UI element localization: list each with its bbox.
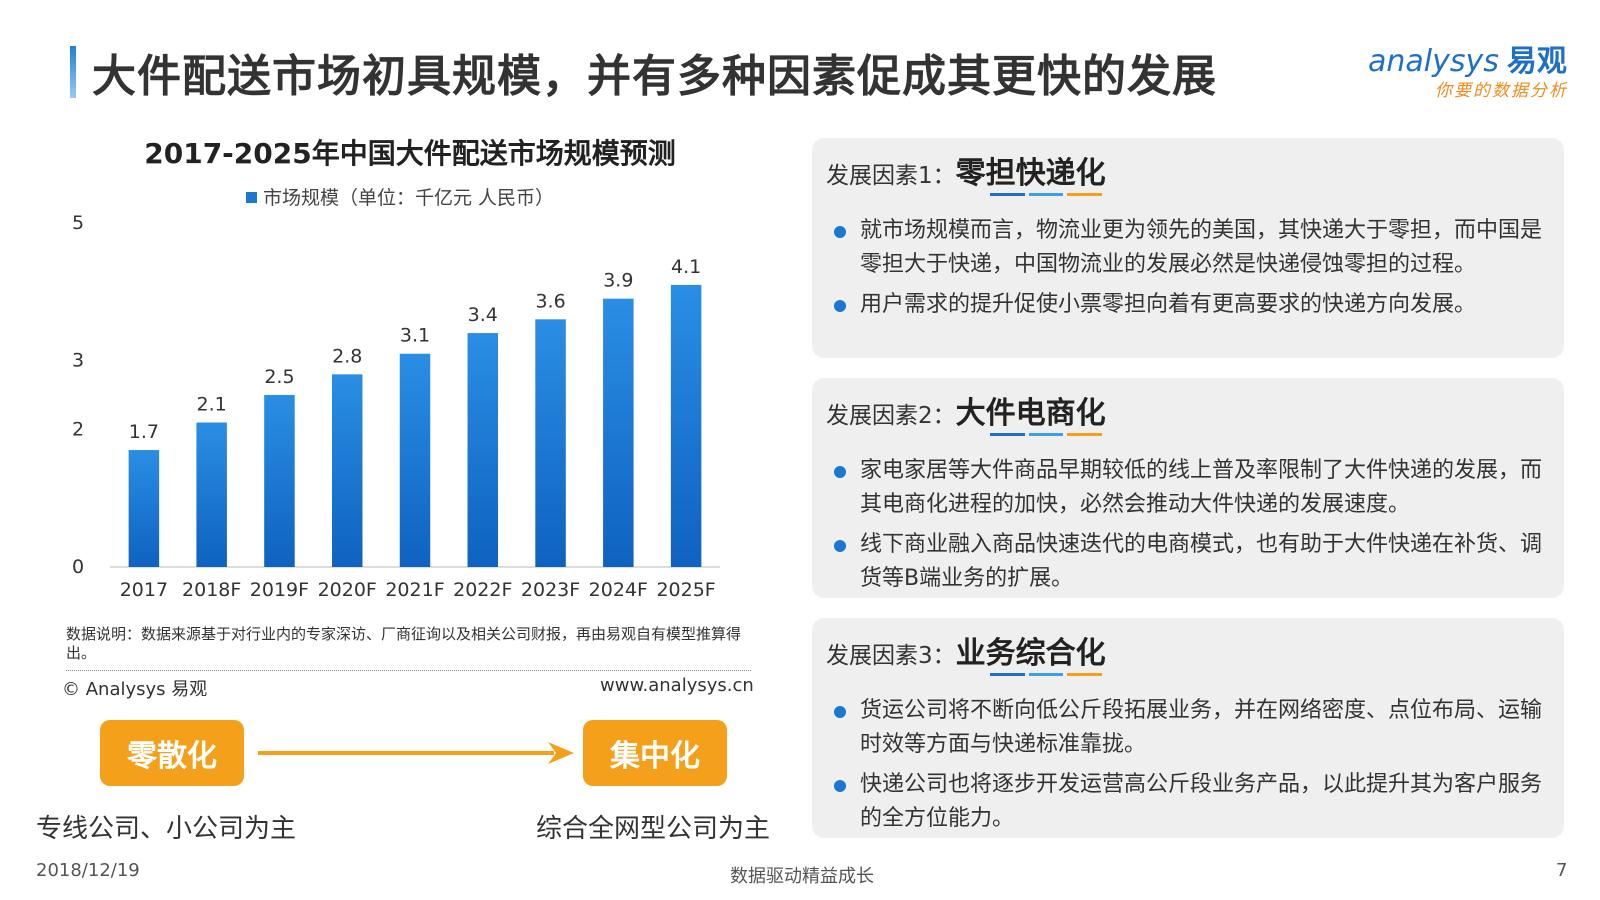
x-tick-label: 2021F <box>385 579 444 601</box>
underline-segment-lightblue <box>1028 193 1064 196</box>
bullet-list: 家电家居等大件商品早期较低的线上普及率限制了大件快递的发展，而其电商化进程的加快… <box>830 454 1550 602</box>
panel-title: 零担快递化 <box>955 156 1106 191</box>
legend-label: 市场规模（单位：千亿元 人民币） <box>263 187 555 209</box>
concentrated-caption: 综合全网型公司为主 <box>536 814 771 844</box>
underline-segment-orange <box>1067 673 1103 676</box>
note-divider <box>66 670 751 671</box>
website-text: www.analysys.cn <box>600 675 754 696</box>
data-label: 2.8 <box>332 345 362 367</box>
logo-tagline: 你要的数据分析 <box>1435 81 1568 101</box>
underline-segment-blue <box>990 433 1025 436</box>
x-tick-label: 2018F <box>182 579 241 601</box>
underline-segment-lightblue <box>1028 673 1064 676</box>
y-tick-label: 5 <box>72 212 84 234</box>
x-tick-label: 2019F <box>250 579 309 601</box>
factor-panel-3: 发展因素3：业务综合化 货运公司将不断向低公斤段拓展业务，并在网络密度、点位布局… <box>812 618 1564 838</box>
bar <box>603 298 634 567</box>
bullet-dot-icon <box>834 540 846 552</box>
bullet-dot-icon <box>834 300 846 312</box>
factor-panel-1: 发展因素1：零担快递化 就市场规模而言，物流业更为领先的美国，其快递大于零担，而… <box>812 138 1564 358</box>
data-label: 3.4 <box>468 304 498 326</box>
bar <box>331 374 363 567</box>
data-label: 4.1 <box>671 256 701 278</box>
data-note: 数据说明：数据来源基于对行业内的专家深访、厂商征询以及相关公司财报，再由易观自有… <box>66 625 742 662</box>
x-tick-label: 2017 <box>120 579 168 601</box>
bullet-list: 就市场规模而言，物流业更为领先的美国，其快递大于零担，而中国是零担大于快递，中国… <box>830 214 1550 328</box>
panel-title: 业务综合化 <box>955 636 1106 671</box>
chart-title: 2017-2025年中国大件配送市场规模预测 <box>144 137 676 170</box>
footer-date: 2018/12/19 <box>36 860 140 881</box>
bar <box>128 450 160 567</box>
x-tick-label: 2025F <box>656 579 715 601</box>
underline-segment-blue <box>990 673 1025 676</box>
heading-underline <box>990 673 1103 676</box>
data-label: 3.9 <box>603 270 633 292</box>
bar <box>467 333 499 567</box>
heading-underline <box>990 193 1103 196</box>
logo-wordmark: analysys 易观 <box>1368 44 1567 79</box>
x-tick-label: 2024F <box>589 579 648 601</box>
bar <box>670 284 702 567</box>
bullet-dot-icon <box>834 466 846 478</box>
panel-heading: 发展因素1：零担快递化 <box>826 156 1106 191</box>
underline-segment-orange <box>1067 433 1103 436</box>
right-arrow-icon <box>258 742 574 764</box>
list-item: 货运公司将不断向低公斤段拓展业务，并在网络密度、点位布局、运输时效等方面与快递标… <box>830 694 1550 762</box>
bullet-dot-icon <box>834 226 846 238</box>
bullet-dot-icon <box>834 706 846 718</box>
list-item: 就市场规模而言，物流业更为领先的美国，其快递大于零担，而中国是零担大于快递，中国… <box>830 214 1550 282</box>
panel-heading: 发展因素3：业务综合化 <box>826 636 1106 671</box>
list-item: 用户需求的提升促使小票零担向着有更高要求的快递方向发展。 <box>830 288 1550 322</box>
data-label: 2.1 <box>197 394 227 416</box>
title-accent-bar <box>70 46 76 98</box>
heading-underline <box>990 433 1103 436</box>
bar <box>535 319 566 567</box>
data-label: 1.7 <box>129 421 159 443</box>
list-item: 线下商业融入商品快速迭代的电商模式，也有助于大件快递在补货、调货等B端业务的扩展… <box>830 528 1550 596</box>
list-item: 快递公司也将逐步开发运营高公斤段业务产品，以此提升其为客户服务的全方位能力。 <box>830 768 1550 836</box>
underline-segment-lightblue <box>1028 433 1064 436</box>
bar-chart: 0 2 3 5 1.7 2017 2.1 2018F 2.5 2019F 2.8 2020F 3.1 20… <box>72 212 720 601</box>
factor-panel-2: 发展因素2：大件电商化 家电家居等大件商品早期较低的线上普及率限制了大件快递的发… <box>812 378 1564 598</box>
bar <box>264 395 295 567</box>
legend-swatch <box>246 192 257 203</box>
x-tick-label: 2023F <box>521 579 580 601</box>
footer-slogan: 数据驱动精益成长 <box>730 866 874 887</box>
chart-legend: 市场规模（单位：千亿元 人民币） <box>246 183 554 210</box>
data-label: 3.1 <box>400 325 430 347</box>
bullet-list: 货运公司将不断向低公斤段拓展业务，并在网络密度、点位布局、运输时效等方面与快递标… <box>830 694 1550 842</box>
page-number: 7 <box>1556 860 1568 881</box>
fragmented-caption: 专线公司、小公司为主 <box>36 814 297 844</box>
bar <box>196 422 227 567</box>
underline-segment-orange <box>1067 193 1103 196</box>
data-label: 2.5 <box>264 366 294 388</box>
copyright-text: © Analysys 易观 <box>62 679 208 700</box>
data-label: 3.6 <box>535 290 565 312</box>
panel-heading: 发展因素2：大件电商化 <box>826 396 1106 431</box>
x-tick-label: 2022F <box>453 579 512 601</box>
y-tick-label: 3 <box>72 350 84 372</box>
y-tick-label: 2 <box>72 418 84 440</box>
page-title: 大件配送市场初具规模，并有多种因素促成其更快的发展 <box>92 51 1217 102</box>
concentrated-label-box: 集中化 <box>583 720 727 786</box>
bar <box>399 353 431 567</box>
analysys-logo: analysys 易观 你要的数据分析 <box>1368 36 1568 106</box>
x-tick-label: 2020F <box>318 579 377 601</box>
panel-title: 大件电商化 <box>955 396 1106 431</box>
list-item: 家电家居等大件商品早期较低的线上普及率限制了大件快递的发展，而其电商化进程的加快… <box>830 454 1550 522</box>
fragmented-label-box: 零散化 <box>100 720 244 786</box>
bullet-dot-icon <box>834 780 846 792</box>
underline-segment-blue <box>990 193 1025 196</box>
y-tick-label: 0 <box>72 556 84 578</box>
